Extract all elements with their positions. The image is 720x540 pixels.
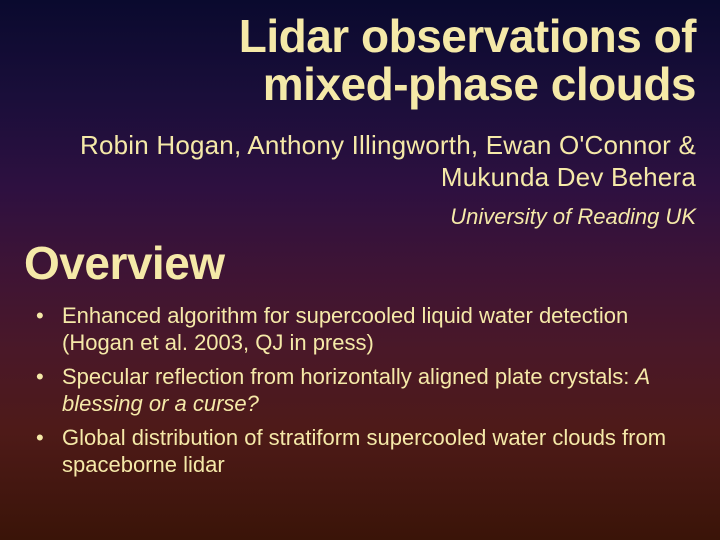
section-heading: Overview xyxy=(24,236,696,290)
title-line-2: mixed-phase clouds xyxy=(263,58,696,110)
bullet-text: Global distribution of stratiform superc… xyxy=(62,425,666,478)
slide-title: Lidar observations of mixed-phase clouds xyxy=(24,12,696,109)
list-item: Enhanced algorithm for supercooled liqui… xyxy=(32,302,696,357)
list-item: Specular reflection from horizontally al… xyxy=(32,363,696,418)
authors: Robin Hogan, Anthony Illingworth, Ewan O… xyxy=(24,129,696,194)
bullet-list: Enhanced algorithm for supercooled liqui… xyxy=(24,302,696,479)
bullet-text: Specular reflection from horizontally al… xyxy=(62,364,636,389)
title-line-1: Lidar observations of xyxy=(239,10,696,62)
list-item: Global distribution of stratiform superc… xyxy=(32,424,696,479)
bullet-text: Enhanced algorithm for supercooled liqui… xyxy=(62,303,628,356)
affiliation: University of Reading UK xyxy=(24,204,696,230)
